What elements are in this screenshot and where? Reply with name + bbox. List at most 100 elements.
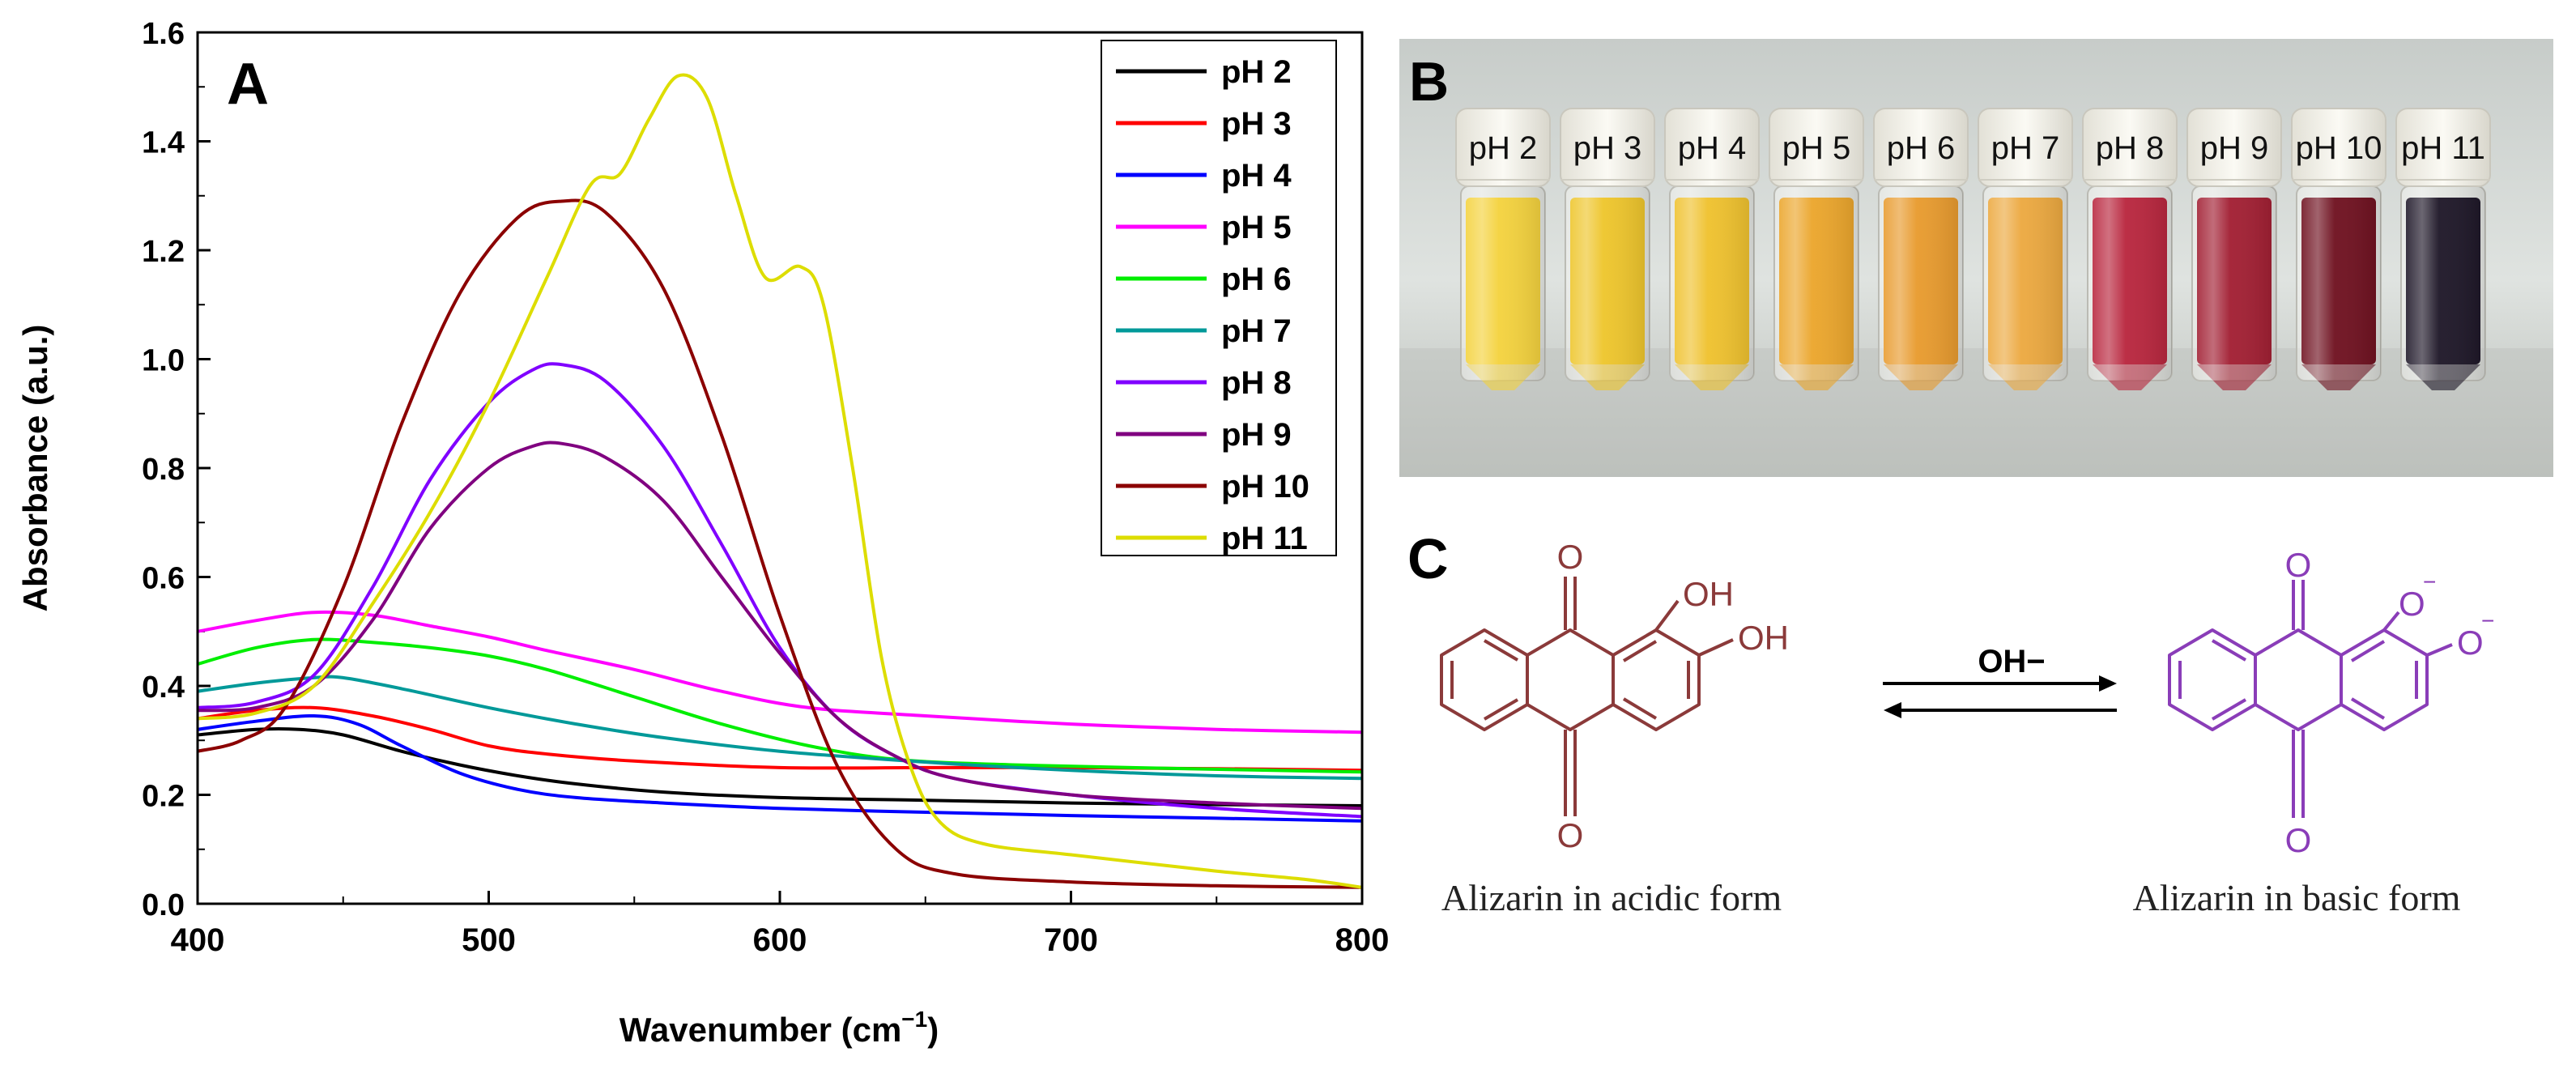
series-line-ph-11 bbox=[198, 73, 1362, 889]
arrow-label-hydroxide: OH− bbox=[1978, 644, 2045, 679]
vial-label: pH 8 bbox=[2096, 130, 2165, 166]
x-tick-label: 500 bbox=[462, 922, 516, 958]
x-tick-label: 400 bbox=[171, 922, 225, 958]
vial-label: pH 7 bbox=[1991, 130, 2060, 166]
vial-gloss bbox=[2192, 186, 2276, 381]
panel-label-c: C bbox=[1407, 527, 1449, 590]
y-axis-label: Absorbance (a.u.) bbox=[16, 325, 54, 612]
series-line-ph-10 bbox=[198, 198, 1362, 889]
vial-gloss bbox=[1774, 186, 1859, 381]
x-tick-label: 600 bbox=[753, 922, 807, 958]
legend-label: pH 2 bbox=[1221, 54, 1292, 90]
caption-acidic-form: Alizarin in acidic form bbox=[1441, 877, 1782, 918]
vial-label: pH 6 bbox=[1887, 130, 1956, 166]
vial-label: pH 9 bbox=[2200, 130, 2269, 166]
acid-atom-oh1: OH bbox=[1683, 575, 1734, 613]
acid-ring-left bbox=[1440, 628, 1529, 731]
vials-row: pH 2 pH 3 pH 4 pH 5 pH 6 pH 7 pH 8 pH 9 pH 10 pH … bbox=[1455, 108, 2491, 390]
y-tick-label: 1.2 bbox=[142, 235, 185, 269]
vial: pH 8 bbox=[2082, 108, 2178, 390]
forward-arrowhead bbox=[2099, 675, 2117, 692]
vial: pH 4 bbox=[1664, 108, 1760, 390]
y-tick-label: 0.8 bbox=[142, 453, 185, 487]
x-axis-ticks: 400 500 600 700 800 bbox=[171, 891, 1390, 958]
equilibrium-arrows bbox=[1883, 675, 2117, 718]
legend-box bbox=[1101, 40, 1337, 556]
series-line-ph-9 bbox=[198, 441, 1362, 811]
base-o2-bond bbox=[2426, 643, 2453, 657]
panel-a-chart: 0.0 0.2 0.4 0.6 0.8 1.0 1.2 1.4 1.6 400 500 600 700… bbox=[16, 17, 1389, 1049]
x-axis-label: Wavenumber (cm−1) bbox=[620, 1007, 939, 1049]
y-tick-label: 0.2 bbox=[142, 780, 185, 814]
vial: pH 6 bbox=[1873, 108, 1969, 390]
vial-gloss bbox=[1670, 186, 1754, 381]
y-tick-label: 1.0 bbox=[142, 344, 185, 378]
base-atom-o-top: O bbox=[2285, 546, 2312, 584]
acid-atom-oh2: OH bbox=[1738, 619, 1789, 657]
base-atom-o-bottom: O bbox=[2285, 821, 2312, 859]
series-line-ph-5 bbox=[198, 610, 1362, 734]
acid-atom-o-bottom: O bbox=[1557, 816, 1584, 854]
base-atom-o1: O bbox=[2399, 585, 2425, 623]
vial: pH 5 bbox=[1769, 108, 1864, 390]
reverse-arrowhead bbox=[1884, 702, 1901, 718]
series-line-ph-2 bbox=[198, 726, 1362, 807]
y-axis-ticks: 0.0 0.2 0.4 0.6 0.8 1.0 1.2 1.4 1.6 bbox=[142, 17, 211, 922]
base-atom-o2: O bbox=[2457, 624, 2484, 662]
acid-oh1-bond bbox=[1654, 599, 1680, 632]
legend-label: pH 9 bbox=[1221, 417, 1292, 453]
vial-gloss bbox=[1565, 186, 1650, 381]
legend-label: pH 8 bbox=[1221, 365, 1292, 401]
legend-label: pH 6 bbox=[1221, 262, 1292, 297]
vial: pH 11 bbox=[2395, 108, 2491, 390]
vial-label: pH 10 bbox=[2296, 130, 2382, 166]
acid-ring-left-double-c bbox=[1483, 639, 1519, 662]
series-line-ph-7 bbox=[198, 675, 1362, 781]
acid-atom-labels: O O OH OH bbox=[1557, 538, 1789, 854]
vial: pH 3 bbox=[1560, 108, 1655, 390]
vial-cap bbox=[2395, 108, 2491, 187]
legend: pH 2 pH 3 pH 4 pH 5 pH 6 pH 7 pH 8 pH 9 pH 10 pH … bbox=[1101, 40, 1337, 556]
legend-label: pH 4 bbox=[1221, 158, 1292, 194]
x-tick-label: 700 bbox=[1044, 922, 1098, 958]
y-tick-label: 1.6 bbox=[142, 17, 185, 51]
vial-gloss bbox=[2297, 186, 2381, 381]
panel-c-structures: C O O OH OH Alizarin in acidic form bbox=[1407, 527, 2494, 918]
base-atom-labels: O O O − O − bbox=[2285, 546, 2495, 859]
base-ring-left-double-b bbox=[2211, 698, 2247, 721]
vial-cap bbox=[1978, 108, 2073, 187]
panel-label-a: A bbox=[227, 52, 269, 117]
vial-gloss bbox=[2401, 186, 2485, 381]
vial: pH 7 bbox=[1978, 108, 2073, 390]
base-o1-bond bbox=[2382, 611, 2400, 632]
panel-label-b: B bbox=[1409, 51, 1449, 113]
base-ring-middle bbox=[2254, 628, 2343, 731]
x-tick-label: 800 bbox=[1335, 922, 1390, 958]
y-tick-label: 1.4 bbox=[142, 126, 185, 160]
vial: pH 10 bbox=[2291, 108, 2387, 390]
y-tick-label: 0.6 bbox=[142, 562, 185, 596]
legend-label: pH 7 bbox=[1221, 313, 1292, 349]
vial-gloss bbox=[2088, 186, 2172, 381]
vial: pH 9 bbox=[2186, 108, 2282, 390]
vial-cap bbox=[1664, 108, 1760, 187]
series-group bbox=[198, 73, 1362, 889]
acid-ring-right-double-c bbox=[1622, 697, 1658, 720]
vial-label: pH 11 bbox=[2401, 130, 2485, 166]
x-axis-label-close: ) bbox=[927, 1011, 939, 1049]
vial-cap bbox=[2186, 108, 2282, 187]
x-axis-label-main: Wavenumber (cm bbox=[620, 1011, 902, 1049]
base-charge-o1: − bbox=[2423, 569, 2436, 594]
vial-cap bbox=[2082, 108, 2178, 187]
vial-cap bbox=[1560, 108, 1655, 187]
series-line-ph-4 bbox=[198, 713, 1362, 823]
y-tick-label: 0.4 bbox=[142, 671, 185, 705]
vial: pH 2 bbox=[1455, 108, 1551, 390]
series-line-ph-6 bbox=[198, 637, 1362, 774]
legend-label: pH 11 bbox=[1221, 521, 1308, 556]
acid-ring-right-double-a bbox=[1622, 640, 1658, 662]
alizarin-acidic-structure bbox=[1440, 577, 1734, 816]
legend-label: pH 5 bbox=[1221, 210, 1292, 245]
y-tick-label: 0.0 bbox=[142, 888, 185, 922]
